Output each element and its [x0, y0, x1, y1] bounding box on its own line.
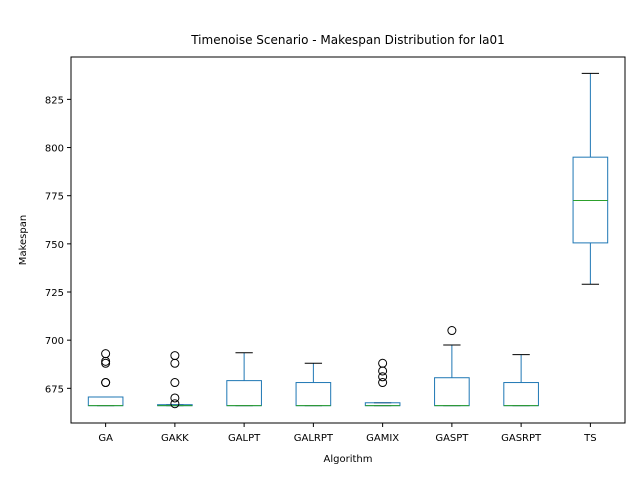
flier-ga-4: [101, 349, 111, 359]
flier-gakk-1: [170, 393, 180, 403]
y-axis-label: Makespan: [18, 215, 29, 265]
x-tick-label-ga: GA: [98, 433, 113, 444]
flier-gamix-0: [378, 378, 388, 388]
flier-gakk-4: [170, 351, 180, 361]
chart-title: Timenoise Scenario - Makespan Distributi…: [190, 33, 505, 47]
flier-ga-1: [101, 378, 111, 388]
plot-frame: [70, 56, 626, 424]
flier-gamix-1: [378, 372, 388, 382]
x-tick-label-gamix: GAMIX: [366, 433, 399, 444]
x-tick-label-gakk: GAKK: [161, 433, 189, 444]
plot-area: GA GAKK GALPT GALRPT GAMIX GASPT GASRPT TS 675 70…: [45, 56, 626, 444]
box-galrpt: [295, 382, 332, 407]
y-tick-label-825: 825: [45, 95, 64, 106]
box-galpt: [226, 380, 262, 407]
x-axis-label: Algorithm: [324, 454, 373, 465]
y-tick-label-700: 700: [45, 336, 64, 347]
y-tick-label-800: 800: [45, 144, 64, 155]
flier-gakk-3: [170, 358, 180, 368]
box-gaspt: [434, 377, 470, 407]
flier-ga-3: [101, 356, 111, 366]
flier-gamix-2: [378, 366, 388, 376]
flier-gamix-3: [378, 358, 388, 368]
y-tick-label-775: 775: [45, 192, 64, 203]
flier-gakk-0: [170, 399, 180, 409]
box-ga: [87, 396, 124, 407]
box-gasrpt: [503, 382, 539, 407]
flier-gakk-2: [170, 378, 180, 388]
y-tick-label-725: 725: [45, 288, 64, 299]
x-tick-label-galrpt: GALRPT: [294, 433, 334, 444]
flier-ga-2: [101, 358, 111, 368]
y-tick-label-750: 750: [45, 240, 64, 251]
x-tick-label-gasrpt: GASRPT: [501, 433, 542, 444]
y-tick-label-675: 675: [45, 384, 64, 395]
x-tick-label-galpt: GALPT: [228, 433, 261, 444]
flier-gaspt-0: [447, 326, 457, 336]
x-tick-label-gaspt: GASPT: [435, 433, 469, 444]
x-tick-label-ts: TS: [583, 433, 596, 444]
